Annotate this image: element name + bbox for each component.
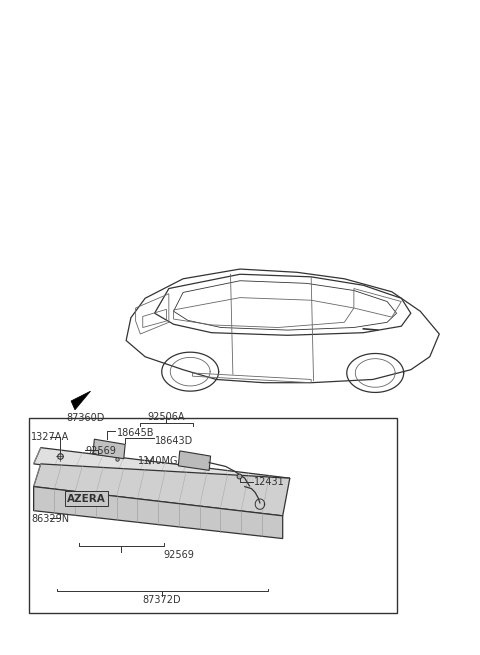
Polygon shape	[34, 447, 290, 493]
Text: 92569: 92569	[86, 446, 117, 456]
Text: 1327AA: 1327AA	[31, 432, 70, 441]
Polygon shape	[71, 391, 91, 410]
Polygon shape	[126, 269, 439, 383]
Text: 87360D: 87360D	[67, 413, 105, 423]
Polygon shape	[34, 487, 283, 538]
Text: 18645B: 18645B	[117, 428, 154, 438]
Polygon shape	[93, 440, 125, 458]
Text: 86329N: 86329N	[31, 514, 70, 524]
Polygon shape	[179, 451, 211, 470]
Bar	[29, 419, 396, 613]
Polygon shape	[34, 464, 290, 516]
Bar	[96, 442, 108, 453]
Bar	[180, 454, 194, 464]
Text: 92569: 92569	[163, 550, 194, 559]
Text: 87372D: 87372D	[143, 595, 181, 605]
Bar	[242, 486, 249, 493]
Text: 1140MG: 1140MG	[138, 457, 179, 466]
Text: AZERA: AZERA	[67, 494, 106, 504]
Bar	[196, 456, 208, 466]
Text: 92506A: 92506A	[148, 412, 185, 422]
Bar	[110, 444, 122, 455]
Text: 12431: 12431	[254, 477, 285, 487]
Polygon shape	[155, 274, 411, 335]
Text: 18643D: 18643D	[155, 436, 193, 446]
